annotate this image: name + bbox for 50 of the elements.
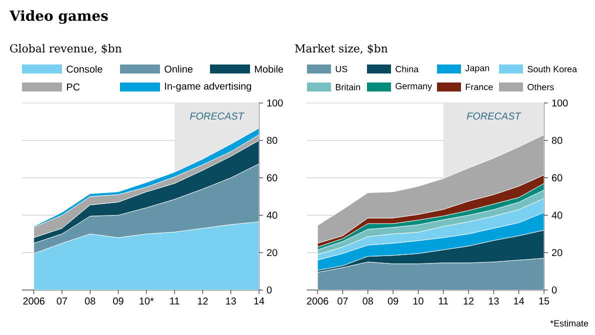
- legend-label: South Korea: [528, 66, 578, 72]
- x-tick-label: 10: [413, 298, 424, 305]
- chart-subtitle: Market size, $bn: [295, 44, 388, 54]
- y-tick-label: 100: [552, 99, 568, 107]
- y-tick-label: 0: [266, 286, 272, 294]
- chart-subtitle: Global revenue, $bn: [10, 44, 122, 54]
- x-tick-label: 09: [388, 298, 398, 305]
- x-tick-label: 2006: [306, 298, 328, 305]
- x-tick-label: 08: [362, 298, 373, 305]
- x-tick-label: 07: [338, 298, 348, 305]
- x-tick-label: 12: [198, 298, 208, 304]
- y-tick-label: 80: [552, 136, 562, 144]
- y-tick-label: 40: [552, 212, 562, 219]
- x-tick-label: 07: [56, 298, 68, 305]
- x-tick-label: 11: [170, 298, 180, 304]
- x-tick-label: 12: [464, 298, 474, 304]
- legend-label: China: [396, 66, 419, 72]
- x-tick-label: 14: [514, 298, 524, 304]
- x-tick-label: 13: [226, 298, 236, 305]
- legend-label: Console: [66, 65, 102, 73]
- y-tick-label: 40: [266, 212, 278, 219]
- legend-label: Online: [164, 65, 193, 73]
- y-tick-label: 80: [266, 136, 278, 144]
- x-tick-label: 10*: [140, 298, 154, 305]
- x-tick-label: 2006: [23, 298, 44, 305]
- x-tick-label: 09: [113, 298, 124, 305]
- x-tick-label: 14: [254, 298, 264, 304]
- y-tick-label: 60: [267, 174, 278, 182]
- legend-label: Japan: [465, 64, 490, 74]
- chart-title: Video games: [9, 10, 108, 24]
- legend-label: France: [466, 84, 493, 90]
- y-tick-label: 20: [267, 249, 278, 256]
- band-label: FORECAST: [190, 112, 244, 120]
- x-tick-label: 15: [539, 298, 550, 304]
- x-tick-label: 11: [438, 298, 448, 304]
- y-tick-label: 0: [552, 286, 557, 294]
- legend-label: Britain: [336, 84, 360, 90]
- legend-label: Mobile: [255, 65, 284, 73]
- legend-label: PC: [67, 83, 80, 91]
- y-tick-label: 20: [552, 249, 562, 256]
- y-tick-label: 60: [552, 174, 562, 182]
- legend-label: Germany: [396, 82, 432, 92]
- x-tick-label: 13: [488, 298, 499, 305]
- text: *Estimate: [550, 320, 588, 326]
- y-tick-label: 100: [267, 99, 283, 107]
- legend-label: In-game advertising: [165, 82, 252, 92]
- x-tick-label: 08: [84, 298, 96, 305]
- legend-label: Others: [528, 84, 554, 90]
- legend-label: US: [336, 66, 348, 72]
- band-label: FORECAST: [466, 112, 522, 120]
